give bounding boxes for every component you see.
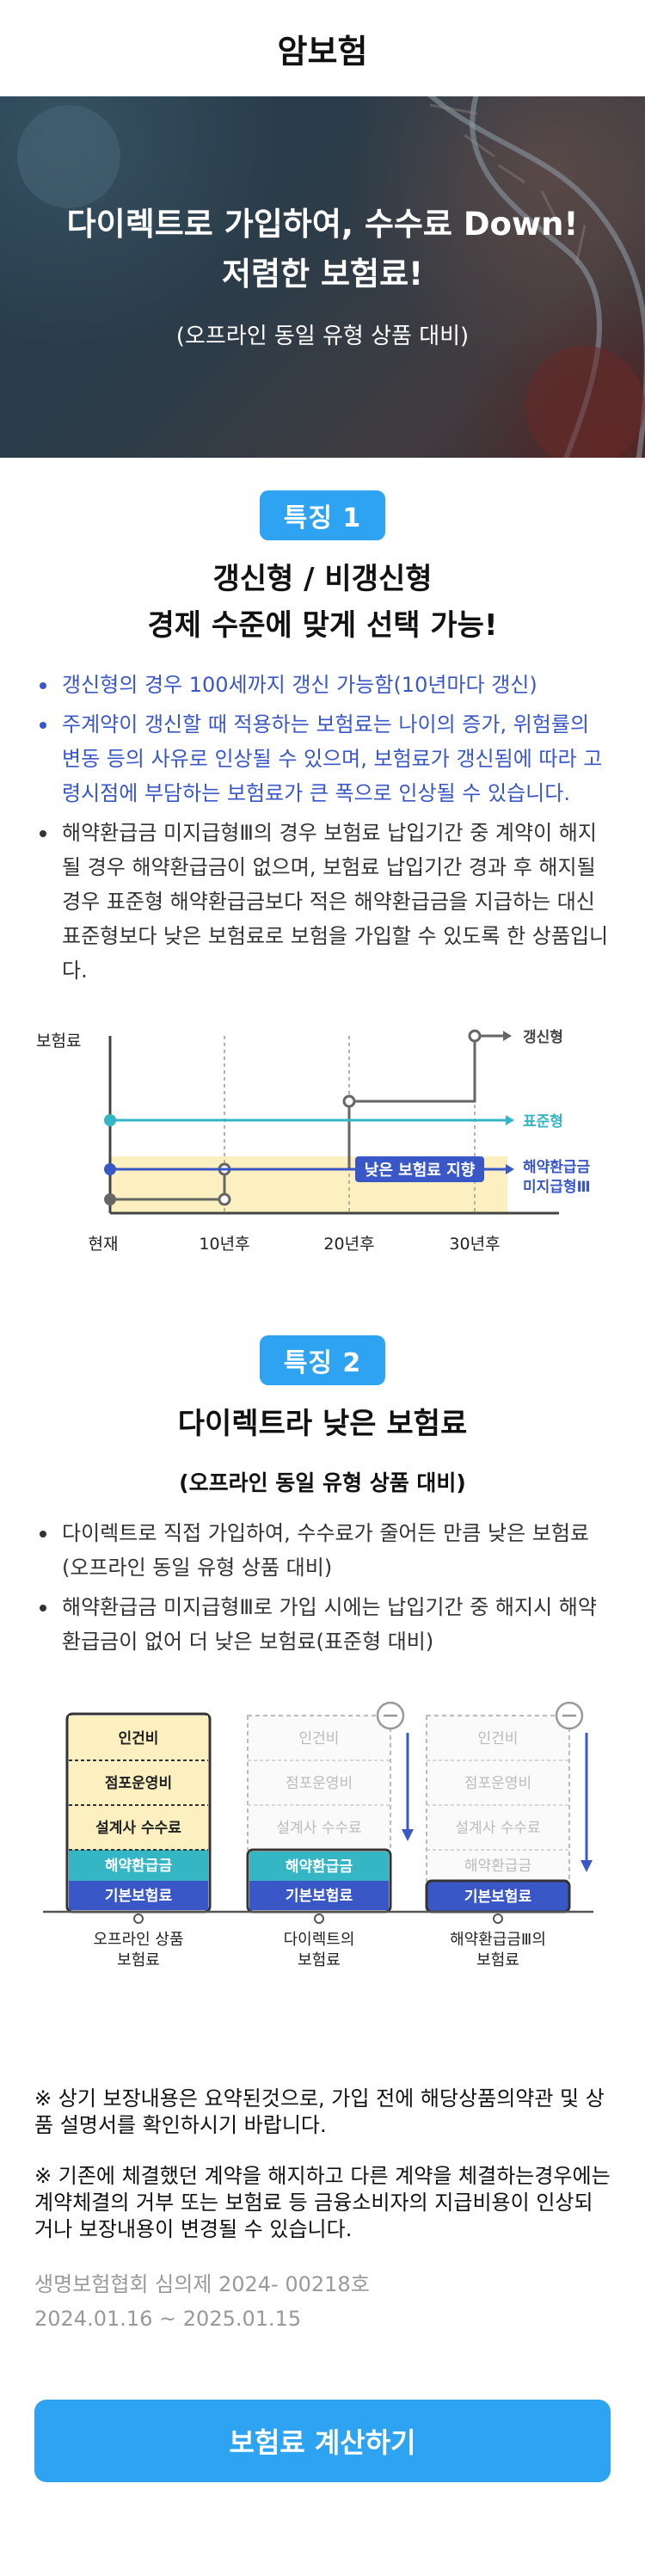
block-label-faded: 인건비 (299, 1730, 340, 1747)
dna-helix-image (17, 96, 645, 458)
legend-label-no-refund-2: 미지급형Ⅲ (523, 1178, 591, 1196)
block-label-faded: 설계사 수수료 (455, 1820, 540, 1837)
list-item: 갱신형의 경우 100세까지 갱신 가능함(10년마다 갱신) (34, 668, 611, 702)
y-axis-label: 보험료 (36, 1032, 81, 1051)
hero-title-line2: 저렴한 보험료! (222, 256, 423, 293)
column-label: 보험료 (476, 1951, 519, 1969)
hero-title-line1: 다이렉트로 가입하여, 수수료 Down! (66, 206, 579, 243)
feature1-title: 갱신형 / 비갱신형 경제 수준에 맞게 선택 가능! (34, 556, 611, 649)
block-label: 기본보험료 (286, 1887, 353, 1905)
block-label: 기본보험료 (464, 1888, 532, 1906)
block-label: 해약환급금 (286, 1858, 353, 1876)
minus-icon (555, 1701, 584, 1730)
feature2-badge: 특징 2 (259, 1335, 386, 1385)
arrow-down-icon (402, 1733, 414, 1841)
feature1-badge: 특징 1 (259, 490, 386, 540)
disclaimer-notes: ※ 상기 보장내용은 요약된것으로, 가입 전에 해당상품의약관 및 상품 설명… (34, 2086, 611, 2243)
list-item: 해약환급금 미지급형Ⅲ로 가입 시에는 납입기간 중 해지시 해약환급금이 없어… (34, 1590, 611, 1659)
callout-label: 낮은 보험료 지향 (365, 1161, 476, 1180)
review-info: 생명보험협회 심의제 2024- 00218호 2024.01.16 ~ 202… (34, 2267, 611, 2336)
feature2-title: 다이렉트라 낮은 보험료 (177, 1407, 468, 1441)
x-tick-label: 20년후 (323, 1235, 374, 1254)
block-label-faded: 설계사 수수료 (276, 1820, 361, 1837)
block-label: 설계사 수수료 (95, 1820, 181, 1837)
callout-box (355, 1156, 484, 1182)
block-label-faded: 인건비 (478, 1730, 519, 1747)
hero-banner: 다이렉트로 가입하여, 수수료 Down! 저렴한 보험료! (오프라인 동일 … (0, 96, 645, 458)
review-period: 2024.01.16 ~ 2025.01.15 (34, 2307, 302, 2331)
feature1-bullets: 갱신형의 경우 100세까지 갱신 가능함(10년마다 갱신) 주계약이 갱신할… (34, 668, 611, 988)
block-label: 해약환급금 (105, 1857, 173, 1875)
block-label: 인건비 (119, 1730, 159, 1747)
column-label: 보험료 (298, 1951, 341, 1969)
x-tick-label: 30년후 (449, 1235, 500, 1254)
list-item: 주계약이 갱신할 때 적용하는 보험료는 나이의 증가, 위험률의 변동 등의 … (34, 707, 611, 810)
calculate-premium-button[interactable]: 보험료 계산하기 (34, 2400, 611, 2482)
legend-label-renewal: 갱신형 (523, 1028, 563, 1046)
disclaimer-note: ※ 기존에 체결했던 계약을 해지하고 다른 계약을 체결하는경우에는 계약체결… (34, 2164, 611, 2241)
premium-trend-chart: 낮은 보험료 지향 보험료 현재 10년후 20년후 30년후 갱신형 표준형 … (36, 1028, 591, 1254)
column-label: 해약환급금Ⅲ의 (450, 1931, 546, 1949)
column-label: 다이렉트의 (284, 1931, 355, 1949)
disclaimer-note: ※ 상기 보장내용은 요약된것으로, 가입 전에 해당상품의약관 및 상품 설명… (34, 2086, 605, 2137)
hero-subtitle: (오프라인 동일 유형 상품 대비) (175, 324, 470, 349)
review-number: 생명보험협회 심의제 2024- 00218호 (34, 2272, 370, 2296)
block-label-faded: 해약환급금 (464, 1858, 531, 1875)
list-item: 해약환급금 미지급형Ⅲ의 경우 보험료 납입기간 중 계약이 해지될 경우 해약… (34, 816, 611, 988)
column-label: 오프라인 상품 (93, 1931, 183, 1949)
minus-icon (376, 1701, 405, 1730)
feature1-title-line2: 경제 수준에 맞게 선택 가능! (147, 608, 498, 643)
block-label: 기본보험료 (105, 1887, 173, 1905)
premium-composition-chart: 인건비 점포운영비 설계사 수수료 해약환급금 기본보험료 인건비 점포운영비 … (43, 1701, 593, 1969)
x-tick-label: 10년후 (199, 1235, 249, 1254)
block-label-faded: 점포운영비 (464, 1775, 531, 1792)
block-label-faded: 점포운영비 (286, 1775, 353, 1792)
feature2-bullets: 다이렉트로 직접 가입하여, 수수료가 줄어든 만큼 낮은 보험료(오프라인 동… (34, 1516, 611, 1659)
feature2-subtitle: (오프라인 동일 유형 상품 대비) (179, 1470, 466, 1495)
x-tick-label: 현재 (89, 1235, 119, 1254)
list-item: 다이렉트로 직접 가입하여, 수수료가 줄어든 만큼 낮은 보험료(오프라인 동… (34, 1516, 611, 1585)
block-label: 점포운영비 (105, 1775, 172, 1792)
feature1-title-line1: 갱신형 / 비갱신형 (212, 562, 433, 596)
legend-label-standard: 표준형 (523, 1112, 563, 1131)
legend-label-no-refund-1: 해약환급금 (523, 1158, 591, 1176)
feature1-section: 특징 1 갱신형 / 비갱신형 경제 수준에 맞게 선택 가능! 갱신형의 경우… (0, 490, 645, 2336)
column-label: 보험료 (117, 1951, 160, 1969)
arrow-down-icon (580, 1733, 593, 1872)
page-header: 암보험 (0, 0, 645, 96)
page-title: 암보험 (277, 32, 368, 71)
